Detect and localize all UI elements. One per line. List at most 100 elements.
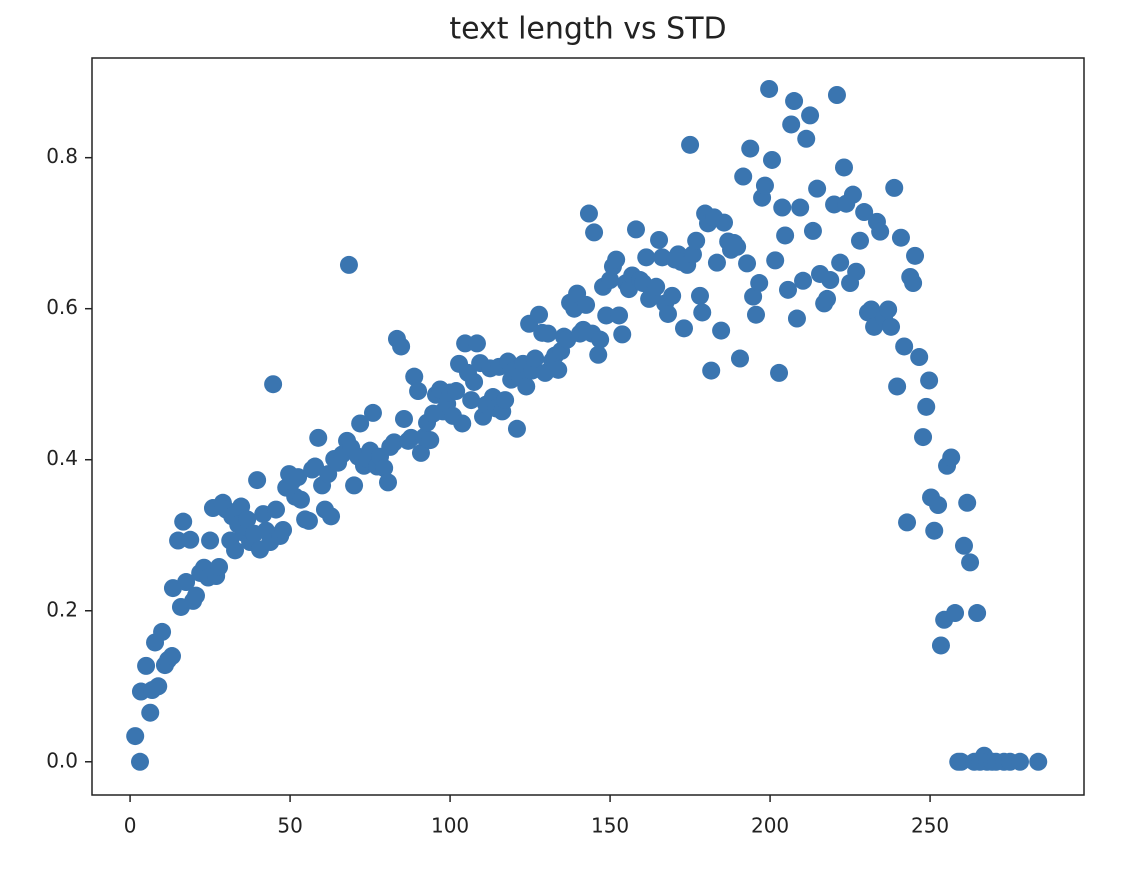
point [958,493,977,512]
point [785,92,804,111]
point [267,500,285,519]
point [579,204,598,223]
point [906,246,925,265]
point [879,300,898,319]
point [835,158,853,177]
point [808,179,827,198]
point [647,277,666,296]
point [715,213,733,232]
point [306,457,325,476]
point [750,274,769,293]
point [1029,752,1048,771]
point [683,245,702,264]
point [779,280,797,299]
point [871,222,890,241]
point [738,254,757,273]
point [955,536,973,555]
y-tick-label: 0.8 [46,144,78,168]
point [177,573,196,592]
point [687,231,706,250]
point [539,324,557,343]
point [847,262,866,281]
point [712,321,731,340]
point [591,330,610,349]
point [149,677,168,696]
point [395,409,413,428]
point [187,586,205,605]
point [931,636,950,655]
point [309,428,328,447]
point [496,391,515,410]
point [392,337,411,356]
point [760,79,779,98]
point [421,431,440,450]
point [379,473,397,492]
point [891,228,910,247]
point [402,428,421,447]
point [731,349,749,368]
point [363,403,382,422]
x-tick-label: 250 [911,814,949,838]
point [264,375,283,394]
point [910,348,929,367]
point [675,319,693,338]
point [226,541,245,560]
chart-title: text length vs STD [449,12,726,47]
y-tick-label: 0.6 [46,295,78,319]
point [707,253,726,272]
point [339,255,358,274]
point [411,443,430,462]
point [385,433,404,452]
point [691,286,709,305]
point [797,129,816,148]
point [174,512,193,531]
point [137,656,156,675]
point [597,306,616,325]
point [734,167,753,186]
point [917,397,936,416]
point [530,305,549,324]
point [755,176,774,195]
point [831,253,850,272]
point [201,531,220,550]
point [141,703,160,722]
point [803,221,822,240]
point [770,363,789,382]
point [613,325,632,344]
point [747,305,765,324]
point [851,231,869,250]
point [801,106,820,125]
point [465,372,484,391]
point [238,510,257,529]
point [821,271,840,290]
point [946,604,965,623]
point [728,237,747,256]
point [610,306,629,325]
x-tick-label: 150 [591,814,629,838]
point [462,391,481,410]
point [659,304,677,323]
point [968,604,987,623]
point [453,414,472,433]
point [526,349,545,368]
point [291,490,310,509]
point [744,287,763,306]
x-tick-label: 200 [751,814,789,838]
point [248,471,267,490]
point [409,382,428,401]
point [181,530,200,549]
point [904,274,923,293]
point [210,557,229,576]
point [345,476,364,495]
point [787,309,806,328]
point [585,223,604,242]
point [885,178,904,197]
x-tick-label: 100 [431,814,469,838]
point [843,185,862,204]
point [862,300,881,319]
point [818,289,837,308]
point [637,248,656,267]
point [131,752,149,771]
point [929,496,948,515]
